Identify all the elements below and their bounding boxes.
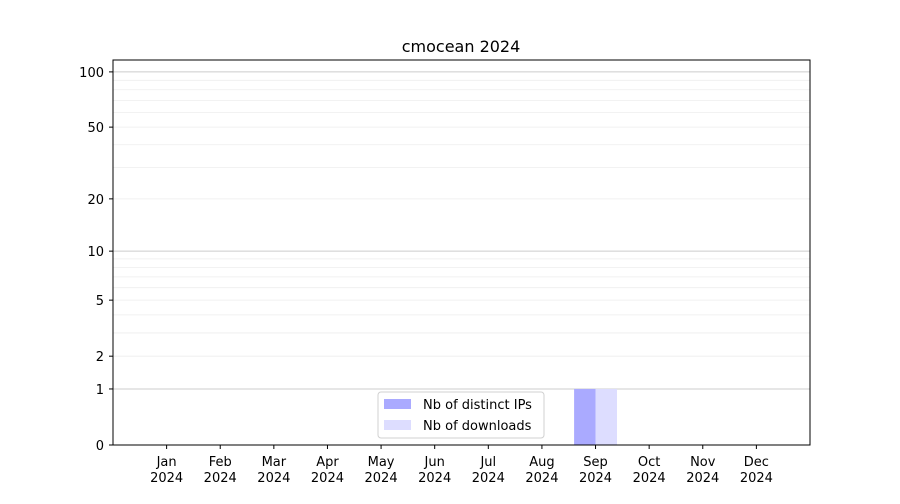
x-tick-label: Jan 2024 xyxy=(150,455,183,486)
x-tick-label: Jul 2024 xyxy=(472,455,505,486)
y-axis: 0 1 2 5 10 20 50 100 xyxy=(79,66,113,454)
y-tick-label: 20 xyxy=(87,193,104,208)
legend-swatch xyxy=(384,399,411,409)
x-tick-label: Nov 2024 xyxy=(686,455,719,486)
x-tick-label: Jun 2024 xyxy=(418,455,451,486)
legend: Nb of distinct IPs Nb of downloads xyxy=(377,391,545,439)
y-tick-label: 10 xyxy=(87,245,104,260)
legend-label: Nb of distinct IPs xyxy=(423,398,532,413)
x-axis: Jan 2024 Feb 2024 Mar 2024 Apr 2024 May 2024 Jun 20… xyxy=(150,445,773,486)
x-tick-label: Apr 2024 xyxy=(311,455,344,486)
y-tick-label: 50 xyxy=(87,121,104,136)
y-tick-label: 100 xyxy=(79,66,104,81)
grid xyxy=(113,71,810,390)
legend-label: Nb of downloads xyxy=(423,419,532,434)
y-tick-label: 2 xyxy=(96,350,104,365)
y-tick-label: 5 xyxy=(96,294,104,309)
y-tick-label: 1 xyxy=(96,383,104,398)
x-tick-label: Oct 2024 xyxy=(633,455,666,486)
y-tick-label: 0 xyxy=(96,439,104,454)
x-tick-label: Dec 2024 xyxy=(740,455,773,486)
bar-downloads xyxy=(595,388,617,445)
x-tick-label: Feb 2024 xyxy=(204,455,237,486)
bars xyxy=(574,388,617,445)
chart-title: cmocean 2024 xyxy=(402,37,521,56)
x-tick-label: Sep 2024 xyxy=(579,455,612,486)
bar-distinct-ips xyxy=(574,388,596,445)
plot-frame xyxy=(112,59,811,446)
x-tick-label: May 2024 xyxy=(365,455,398,486)
x-tick-label: Aug 2024 xyxy=(525,455,558,486)
legend-box xyxy=(377,391,545,439)
legend-swatch xyxy=(384,420,411,430)
x-tick-label: Mar 2024 xyxy=(257,455,290,486)
